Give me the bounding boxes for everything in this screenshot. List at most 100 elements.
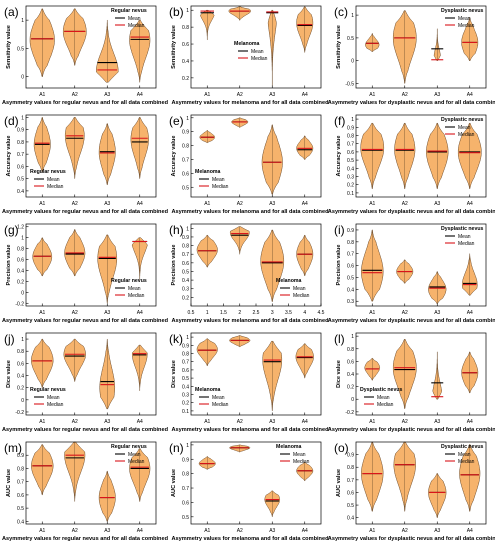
legend-median-label: Median: [293, 459, 310, 465]
y-axis-label: Sensitivity value: [336, 25, 342, 69]
legend-mean-label: Mean: [458, 125, 471, 131]
x-axis-label: Asymmetry values for regular nevus and f…: [2, 209, 169, 215]
legend-title: Melanoma: [195, 387, 220, 393]
legend-mean-label: Mean: [128, 286, 141, 292]
y-tick-label: 0.2: [17, 279, 24, 285]
x-tick-label: A4: [137, 310, 143, 316]
plot-frame: [25, 223, 157, 307]
x-axis-label: Asymmetry values for dysplastic nevus an…: [328, 536, 495, 542]
x-tick-label: A4: [467, 201, 473, 207]
y-tick-label: 0.5: [347, 275, 354, 281]
y-tick-label: 1: [351, 13, 354, 19]
legend-median-label: Median: [293, 293, 310, 299]
x-tick-label: 4: [303, 310, 306, 316]
y-tick-label: 0.4: [17, 189, 24, 195]
y-tick-label: 0.9: [347, 125, 354, 131]
legend-mean-label: Mean: [128, 452, 141, 458]
x-tick-label: A4: [137, 528, 143, 534]
panel-label: (j): [4, 332, 15, 346]
legend-title: Melanoma: [276, 444, 301, 450]
legend-median-label: Median: [47, 184, 64, 190]
y-tick-label: -0.2: [15, 301, 24, 307]
x-tick-label: A2: [237, 419, 243, 425]
y-tick-label: 0.5: [347, 36, 354, 42]
x-tick-label: A1: [369, 92, 375, 98]
chart-panel: (m) 0.4 0.5 0.6 0.7 0.8 0.9 A1 A2 A3 A4 Asymmetry v…: [2, 441, 169, 542]
x-tick-label: A2: [237, 528, 243, 534]
y-tick-label: 0.5: [17, 46, 24, 52]
chart-panel: (a) 0 0.5 1 A1 A2 A3 A4 Asymmetry values for reg…: [2, 5, 169, 106]
y-tick-label: 0.6: [182, 171, 189, 177]
y-tick-label: -0.2: [15, 410, 24, 416]
legend-title: Regular nevus: [30, 169, 66, 175]
legend-title: Regular nevus: [30, 387, 66, 393]
x-tick-label: A2: [72, 419, 78, 425]
panel-label: (m): [4, 441, 22, 455]
y-tick-label: 0.4: [17, 268, 24, 274]
y-tick-label: 0.7: [182, 486, 189, 492]
y-axis-label: Accuracy value: [6, 135, 12, 176]
x-tick-label: A2: [402, 201, 408, 207]
y-tick-label: 0.4: [182, 278, 189, 284]
y-tick-label: 0: [21, 290, 24, 296]
y-tick-label: 0.6: [347, 264, 354, 270]
legend-title: Dysplastic nevus: [441, 8, 483, 14]
chart-panel: (f) 0.1 0.2 0.3 0.4 0.5 0.6 0.7 0.8 0.9 1 A1 A2 A3 A4 A…: [328, 114, 495, 215]
legend-title: Regular nevus: [111, 8, 147, 14]
panel-label: (b): [169, 5, 184, 19]
y-tick-label: 0.8: [17, 349, 24, 355]
y-tick-label: 0.4: [182, 384, 189, 390]
y-tick-label: 0.8: [347, 240, 354, 246]
y-tick-label: 0.5: [347, 158, 354, 164]
y-tick-label: 0.4: [17, 374, 24, 380]
y-axis-label: Precision value: [171, 244, 177, 285]
legend-median-label: Median: [128, 293, 145, 299]
chart-panel: (k) 0.1 0.2 0.3 0.4 0.5 0.6 0.7 0.8 0.9 1 A1 A2 A3 A4 A…: [169, 332, 329, 433]
x-tick-label: A2: [402, 310, 408, 316]
y-tick-label: 0.8: [347, 347, 354, 353]
x-tick-label: A1: [369, 419, 375, 425]
y-tick-label: 0.5: [347, 503, 354, 509]
x-tick-label: A2: [72, 528, 78, 534]
x-tick-label: A2: [402, 528, 408, 534]
x-tick-label: A1: [39, 92, 45, 98]
y-tick-label: 0.5: [182, 515, 189, 521]
x-tick-label: A4: [137, 201, 143, 207]
y-tick-label: 0.4: [347, 516, 354, 522]
legend-title: Dysplastic nevus: [441, 226, 483, 232]
x-tick-label: A4: [302, 419, 308, 425]
y-tick-label: 0.7: [347, 142, 354, 148]
legend-title: Regular nevus: [111, 444, 147, 450]
y-tick-label: -0.2: [345, 410, 354, 416]
x-tick-label: A3: [104, 92, 110, 98]
x-tick-label: A2: [402, 419, 408, 425]
x-axis-label: Asymmetry values for regular nevus and f…: [2, 318, 169, 324]
plot-frame: [25, 114, 157, 198]
chart-panel: (c) -0.5 0 0.5 1 A1 A2 A3 A4 Asymmetry values for…: [328, 5, 495, 106]
y-tick-label: 0.8: [182, 144, 189, 150]
y-tick-label: 0.9: [347, 453, 354, 459]
x-tick-label: A2: [237, 201, 243, 207]
x-tick-label: A3: [434, 528, 440, 534]
legend-mean-label: Mean: [251, 49, 264, 55]
x-tick-label: A3: [104, 528, 110, 534]
x-axis-label: Asymmetry values for dysplastic nevus an…: [328, 100, 495, 106]
legend-median-label: Median: [47, 402, 64, 408]
x-axis-label: Asymmetry values for melanoma and for al…: [172, 100, 330, 106]
x-tick-label: 2.5: [253, 310, 260, 316]
y-axis-label: Sensitivity value: [6, 25, 12, 69]
x-tick-label: A1: [39, 419, 45, 425]
x-axis-label: Asymmetry values for melanoma and for al…: [172, 318, 330, 324]
y-axis-label: Sensitivity value: [171, 25, 177, 69]
x-tick-label: A2: [72, 201, 78, 207]
y-tick-label: 0.9: [347, 228, 354, 234]
x-tick-label: A3: [434, 310, 440, 316]
x-tick-label: A3: [104, 310, 110, 316]
chart-panel: (e) 0.5 0.6 0.7 0.8 0.9 1 A1 A2 A3 A4 Asymmetry val…: [169, 114, 329, 215]
y-tick-label: 0: [351, 397, 354, 403]
y-tick-label: 0.2: [182, 401, 189, 407]
y-tick-label: 0.5: [17, 506, 24, 512]
x-tick-label: A1: [204, 419, 210, 425]
x-tick-label: A4: [302, 201, 308, 207]
